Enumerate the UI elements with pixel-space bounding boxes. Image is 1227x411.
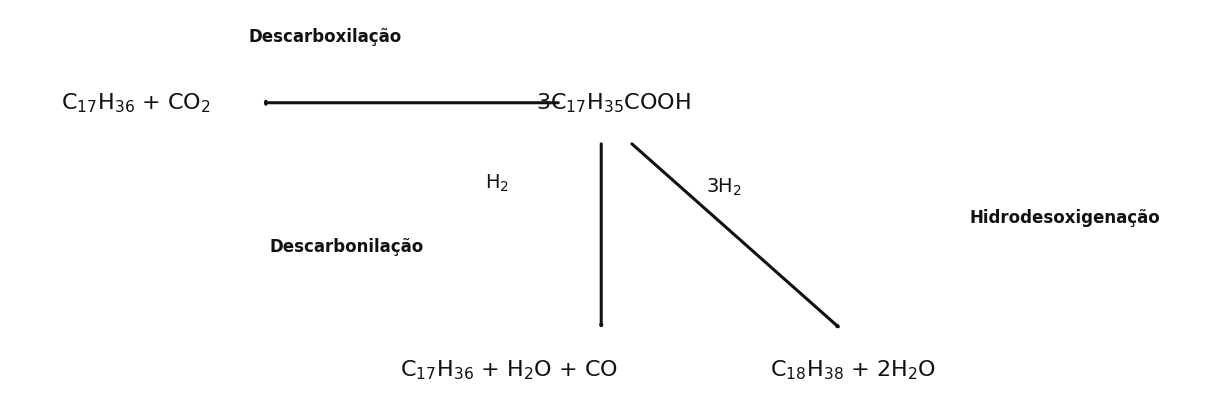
Text: Descarboxilação: Descarboxilação <box>249 28 401 46</box>
Text: 3H$_2$: 3H$_2$ <box>706 176 741 198</box>
Text: Descarbonilação: Descarbonilação <box>270 238 425 256</box>
Text: C$_{17}$H$_{36}$ + CO$_2$: C$_{17}$H$_{36}$ + CO$_2$ <box>61 91 211 115</box>
Text: C$_{17}$H$_{36}$ + H$_2$O + CO: C$_{17}$H$_{36}$ + H$_2$O + CO <box>400 358 618 382</box>
Text: C$_{18}$H$_{38}$ + 2H$_2$O: C$_{18}$H$_{38}$ + 2H$_2$O <box>769 358 936 382</box>
Text: Hidrodesoxigenação: Hidrodesoxigenação <box>969 209 1160 227</box>
Text: 3C$_{17}$H$_{35}$COOH: 3C$_{17}$H$_{35}$COOH <box>536 91 691 115</box>
Text: H$_2$: H$_2$ <box>485 172 509 194</box>
